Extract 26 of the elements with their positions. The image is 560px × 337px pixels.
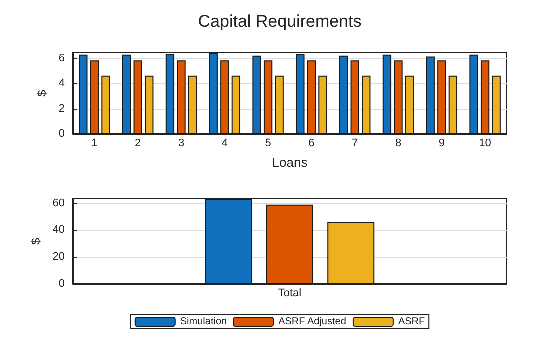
- y-axis-title: $: [34, 90, 49, 97]
- legend-label: ASRF Adjusted: [278, 316, 346, 328]
- x-tick-label: 1: [92, 138, 98, 150]
- y-tick-label: 40: [52, 224, 65, 236]
- x-axis-title: Loans: [272, 155, 308, 170]
- y-tick-label: 6: [58, 52, 65, 64]
- y-tick-label: 0: [58, 278, 65, 290]
- legend-label: Simulation: [180, 316, 228, 328]
- x-tick-label: 10: [479, 138, 492, 150]
- y-axis-title: $: [28, 238, 43, 245]
- x-tick-label: Total: [278, 288, 302, 300]
- chart-title: Capital Requirements: [198, 12, 362, 31]
- x-tick-label: 5: [265, 138, 272, 150]
- y-tick-label: 4: [58, 78, 65, 90]
- y-tick-label: 0: [58, 128, 65, 140]
- x-tick-label: 4: [222, 138, 228, 150]
- y-tick-label: 2: [58, 102, 65, 115]
- y-tick-label: 20: [52, 251, 65, 264]
- legend-label: ASRF: [398, 316, 426, 328]
- x-tick-label: 8: [395, 138, 402, 150]
- x-tick-label: 6: [308, 138, 315, 150]
- x-tick-label: 3: [178, 138, 185, 150]
- x-tick-label: 2: [135, 138, 142, 150]
- y-tick-label: 60: [52, 197, 65, 210]
- x-tick-label: 7: [352, 138, 358, 150]
- x-tick-label: 9: [438, 138, 445, 150]
